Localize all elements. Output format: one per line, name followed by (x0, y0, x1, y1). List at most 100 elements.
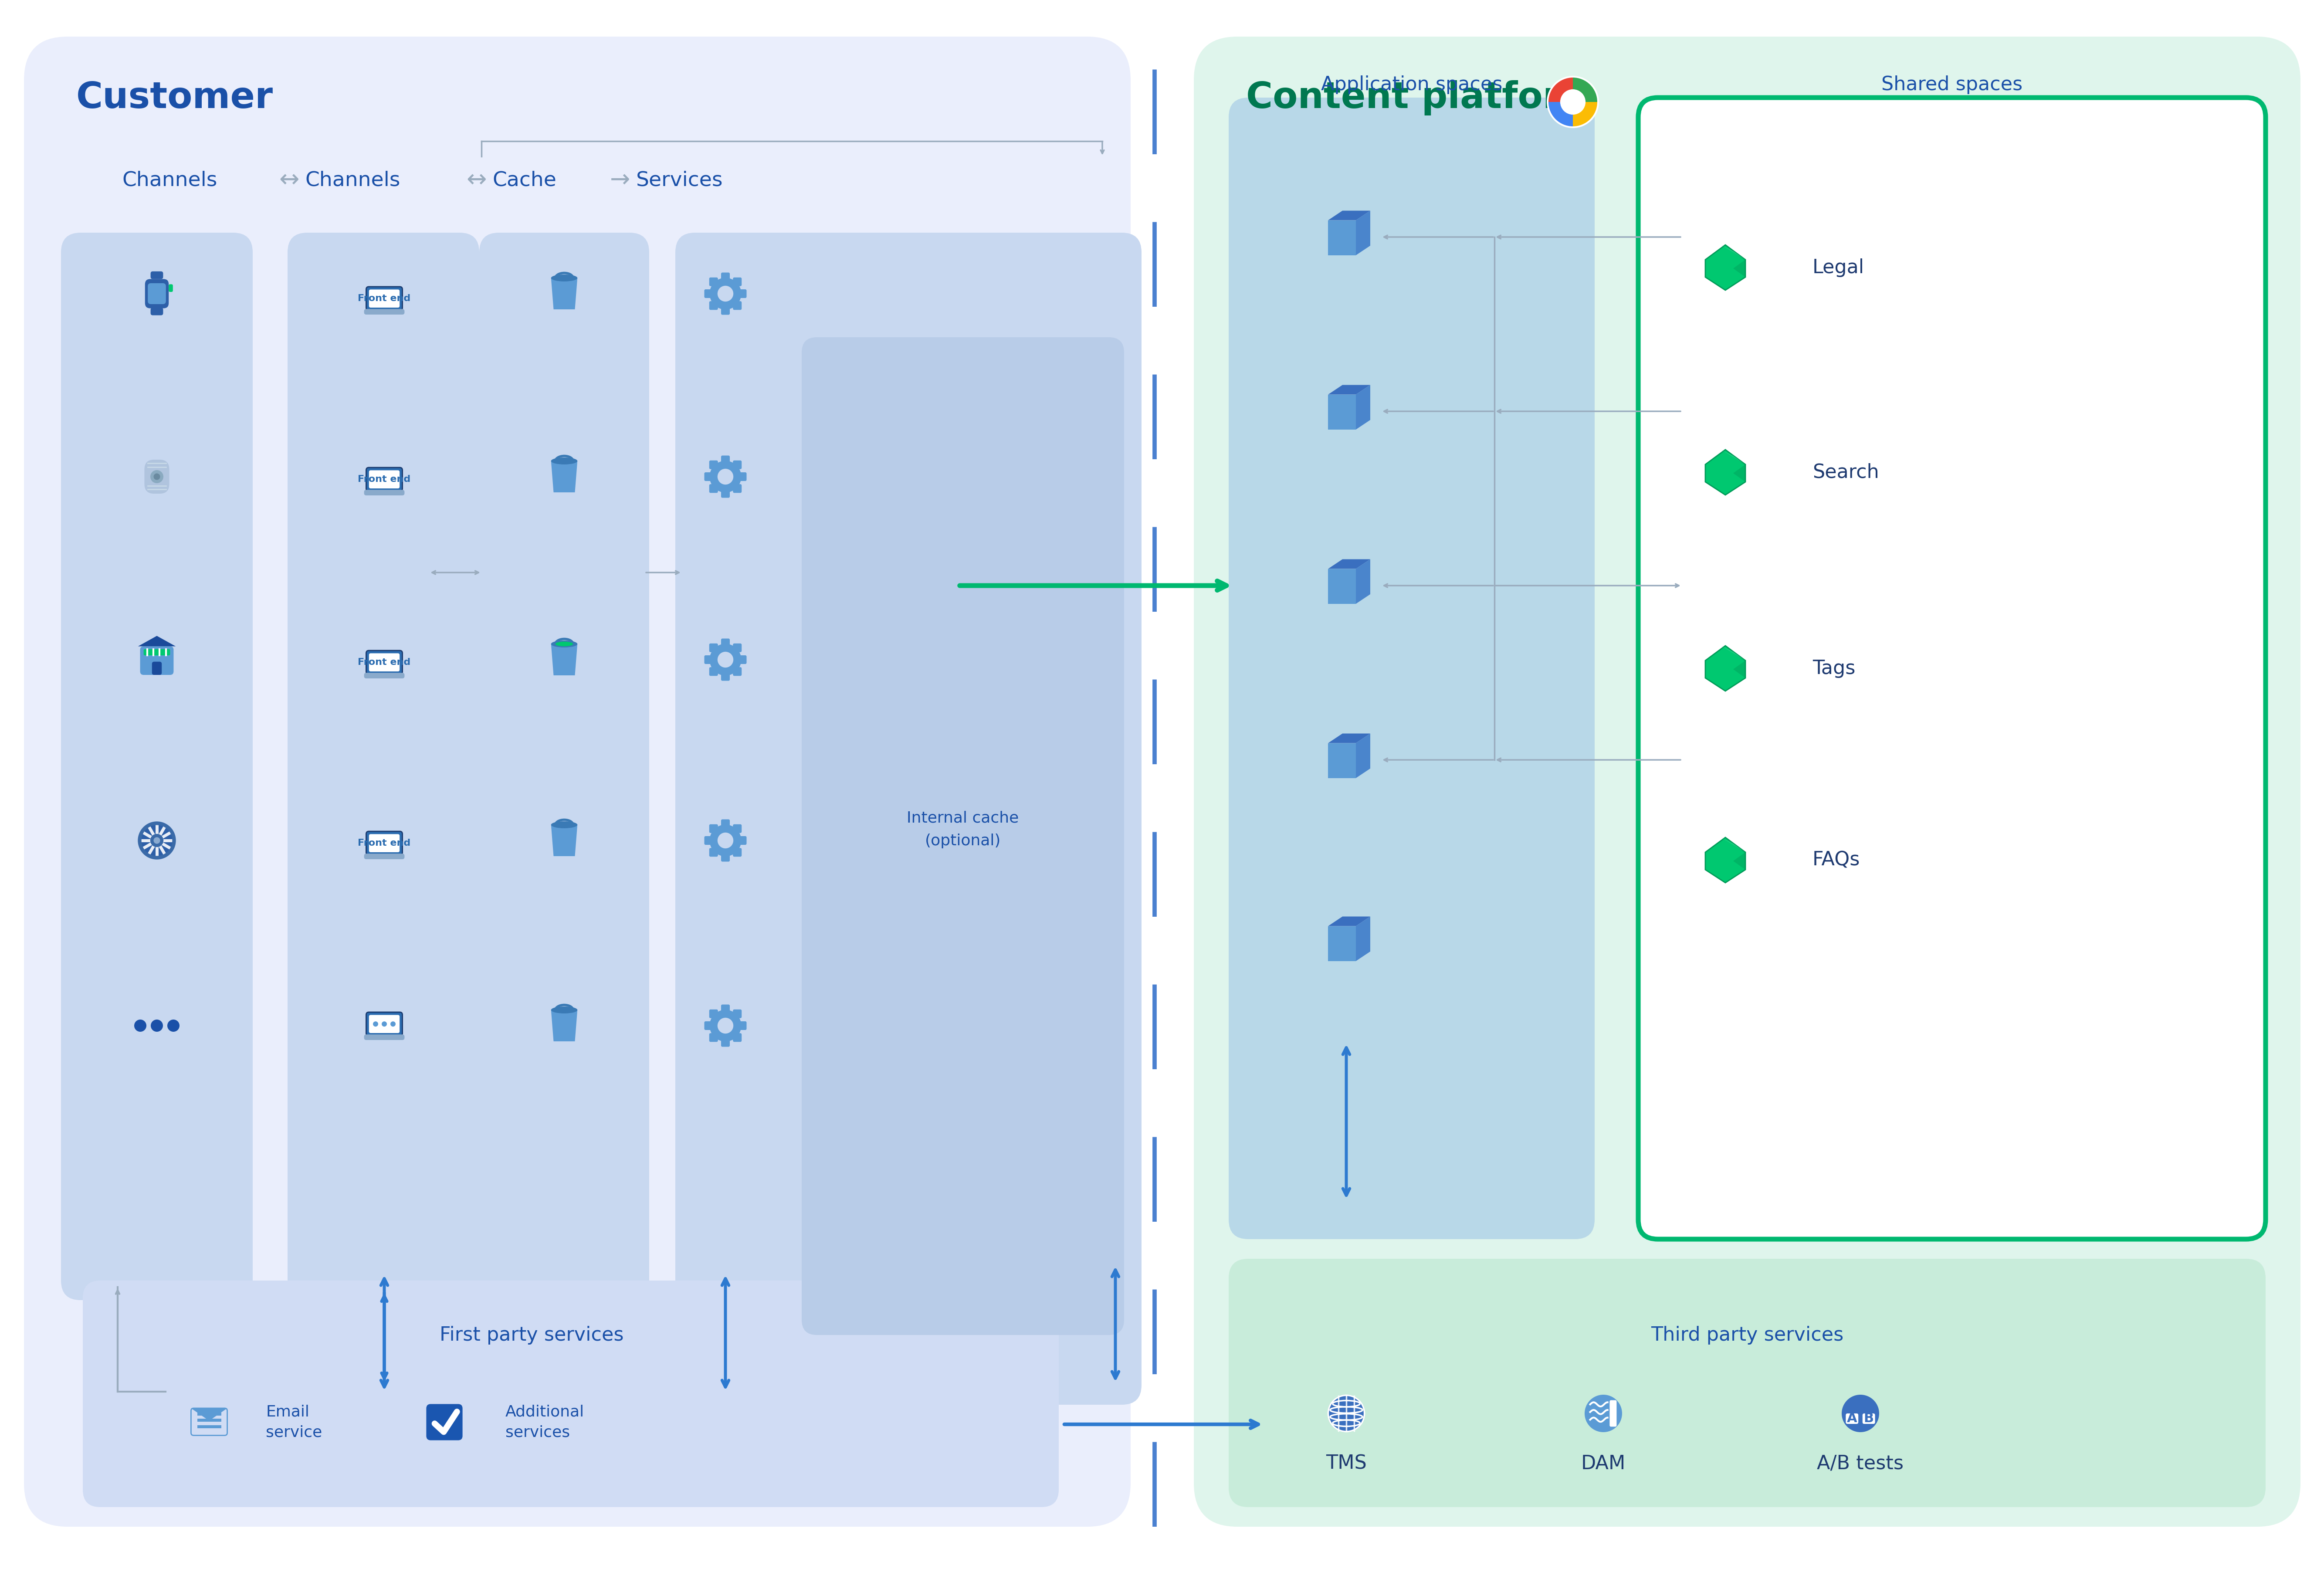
FancyBboxPatch shape (732, 1009, 741, 1018)
Text: Channels: Channels (304, 171, 400, 189)
FancyBboxPatch shape (370, 471, 400, 488)
Circle shape (153, 837, 160, 843)
Circle shape (1329, 1396, 1364, 1432)
Circle shape (718, 652, 734, 668)
Text: →: → (609, 169, 630, 193)
Text: First party services: First party services (439, 1326, 623, 1344)
Polygon shape (551, 278, 576, 309)
FancyBboxPatch shape (151, 272, 163, 279)
Text: Tags: Tags (1813, 658, 1855, 677)
FancyBboxPatch shape (288, 232, 479, 1300)
Text: Third party services: Third party services (1650, 1326, 1843, 1344)
Polygon shape (1355, 210, 1371, 256)
FancyBboxPatch shape (367, 287, 402, 311)
FancyBboxPatch shape (144, 649, 170, 655)
Polygon shape (1327, 568, 1355, 603)
FancyBboxPatch shape (144, 279, 170, 308)
Text: Front end: Front end (358, 294, 411, 303)
Polygon shape (1327, 916, 1371, 927)
Text: A: A (1848, 1412, 1857, 1424)
FancyBboxPatch shape (365, 309, 404, 314)
FancyBboxPatch shape (732, 668, 741, 676)
FancyBboxPatch shape (709, 848, 718, 857)
FancyBboxPatch shape (191, 1408, 228, 1435)
FancyBboxPatch shape (737, 1022, 746, 1030)
Polygon shape (1722, 245, 1745, 259)
Text: ↔: ↔ (279, 169, 300, 193)
Polygon shape (1706, 837, 1745, 883)
Polygon shape (191, 1408, 228, 1421)
Circle shape (151, 471, 163, 483)
Circle shape (709, 1011, 741, 1042)
FancyBboxPatch shape (151, 662, 163, 674)
FancyBboxPatch shape (151, 308, 163, 316)
FancyBboxPatch shape (709, 278, 718, 286)
Text: Content platform: Content platform (1246, 81, 1599, 115)
FancyBboxPatch shape (1229, 1258, 2266, 1506)
FancyBboxPatch shape (709, 1009, 718, 1018)
Circle shape (151, 834, 163, 846)
Polygon shape (551, 1011, 576, 1041)
Polygon shape (1734, 464, 1745, 482)
FancyBboxPatch shape (367, 467, 402, 491)
Circle shape (718, 832, 734, 848)
FancyBboxPatch shape (704, 837, 713, 845)
FancyBboxPatch shape (709, 461, 718, 469)
FancyBboxPatch shape (720, 1004, 730, 1014)
Ellipse shape (551, 275, 576, 281)
FancyBboxPatch shape (737, 837, 746, 845)
FancyBboxPatch shape (732, 643, 741, 652)
Circle shape (1585, 1396, 1622, 1432)
Polygon shape (551, 461, 576, 493)
FancyBboxPatch shape (720, 273, 730, 281)
Circle shape (372, 1022, 379, 1026)
FancyBboxPatch shape (704, 655, 713, 665)
Ellipse shape (551, 821, 576, 829)
FancyBboxPatch shape (704, 472, 713, 482)
FancyBboxPatch shape (149, 283, 165, 305)
Text: Front end: Front end (358, 838, 411, 848)
Circle shape (381, 1022, 386, 1026)
FancyBboxPatch shape (367, 1012, 402, 1036)
FancyBboxPatch shape (370, 1015, 400, 1033)
Text: Legal: Legal (1813, 257, 1864, 276)
Circle shape (153, 474, 160, 480)
Text: ↔: ↔ (467, 169, 486, 193)
Circle shape (718, 1018, 734, 1034)
Polygon shape (1706, 245, 1745, 291)
Text: B: B (1864, 1412, 1873, 1424)
FancyBboxPatch shape (676, 232, 1141, 1405)
FancyBboxPatch shape (732, 278, 741, 286)
FancyBboxPatch shape (709, 485, 718, 493)
Text: Search: Search (1813, 463, 1880, 482)
Polygon shape (1722, 450, 1745, 464)
Ellipse shape (551, 641, 576, 647)
Circle shape (709, 644, 741, 676)
Wedge shape (1548, 77, 1573, 103)
FancyBboxPatch shape (732, 848, 741, 857)
Ellipse shape (551, 458, 576, 464)
FancyBboxPatch shape (802, 338, 1125, 1334)
FancyBboxPatch shape (709, 302, 718, 309)
Polygon shape (551, 644, 576, 676)
Polygon shape (1355, 916, 1371, 962)
FancyBboxPatch shape (1862, 1413, 1875, 1424)
Polygon shape (1355, 385, 1371, 429)
Polygon shape (1706, 646, 1745, 692)
FancyBboxPatch shape (732, 461, 741, 469)
FancyBboxPatch shape (370, 654, 400, 671)
Polygon shape (1734, 660, 1745, 677)
Circle shape (718, 469, 734, 485)
Text: FAQs: FAQs (1813, 851, 1859, 870)
FancyBboxPatch shape (139, 646, 174, 674)
FancyBboxPatch shape (732, 485, 741, 493)
Circle shape (1548, 76, 1599, 128)
FancyBboxPatch shape (709, 668, 718, 676)
Polygon shape (1706, 450, 1745, 494)
Polygon shape (137, 636, 177, 646)
Polygon shape (551, 824, 576, 856)
FancyBboxPatch shape (425, 1404, 462, 1440)
FancyBboxPatch shape (365, 489, 404, 496)
FancyBboxPatch shape (737, 289, 746, 298)
Circle shape (151, 1020, 163, 1031)
